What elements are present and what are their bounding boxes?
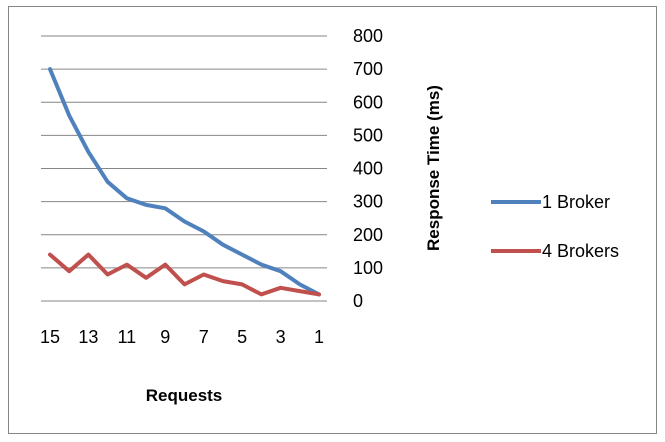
x-tick-label: 11 — [118, 327, 137, 347]
x-tick-label: 7 — [199, 327, 209, 347]
x-tick-label: 13 — [78, 327, 98, 347]
legend-label-2: 4 Brokers — [542, 241, 619, 261]
y-tick-label: 500 — [353, 125, 383, 145]
series-lines — [48, 67, 321, 297]
x-tick-label: 1 — [314, 327, 324, 347]
y-tick-label: 400 — [353, 159, 383, 179]
x-axis-title: Requests — [146, 386, 223, 405]
legend: 1 Broker 4 Brokers — [491, 192, 619, 261]
x-tick-label: 5 — [237, 327, 247, 347]
x-tick-label: 15 — [40, 327, 60, 347]
x-tick-label: 3 — [276, 327, 286, 347]
y-axis-tick-labels: 0 100 200 300 400 500 600 700 800 — [353, 26, 383, 311]
y-tick-label: 200 — [353, 225, 383, 245]
y-tick-label: 100 — [353, 258, 383, 278]
line-chart: 0 100 200 300 400 500 600 700 800 15 13 11 9 7 5 3 1 Re… — [40, 26, 619, 405]
y-axis-title: Response Time (ms) — [424, 85, 443, 251]
y-tick-label: 800 — [353, 26, 383, 46]
x-tick-label: 9 — [160, 327, 170, 347]
y-tick-label: 300 — [353, 192, 383, 212]
chart-area: 0 100 200 300 400 500 600 700 800 15 13 11 9 7 5 3 1 Re… — [8, 6, 657, 434]
legend-label-1: 1 Broker — [542, 192, 610, 212]
y-tick-label: 0 — [353, 291, 363, 311]
series-line-2 — [48, 252, 321, 297]
series-line-1 — [48, 67, 321, 297]
y-tick-label: 700 — [353, 59, 383, 79]
x-axis-tick-labels: 15 13 11 9 7 5 3 1 — [40, 327, 324, 347]
gridlines — [41, 35, 327, 302]
y-tick-label: 600 — [353, 92, 383, 112]
